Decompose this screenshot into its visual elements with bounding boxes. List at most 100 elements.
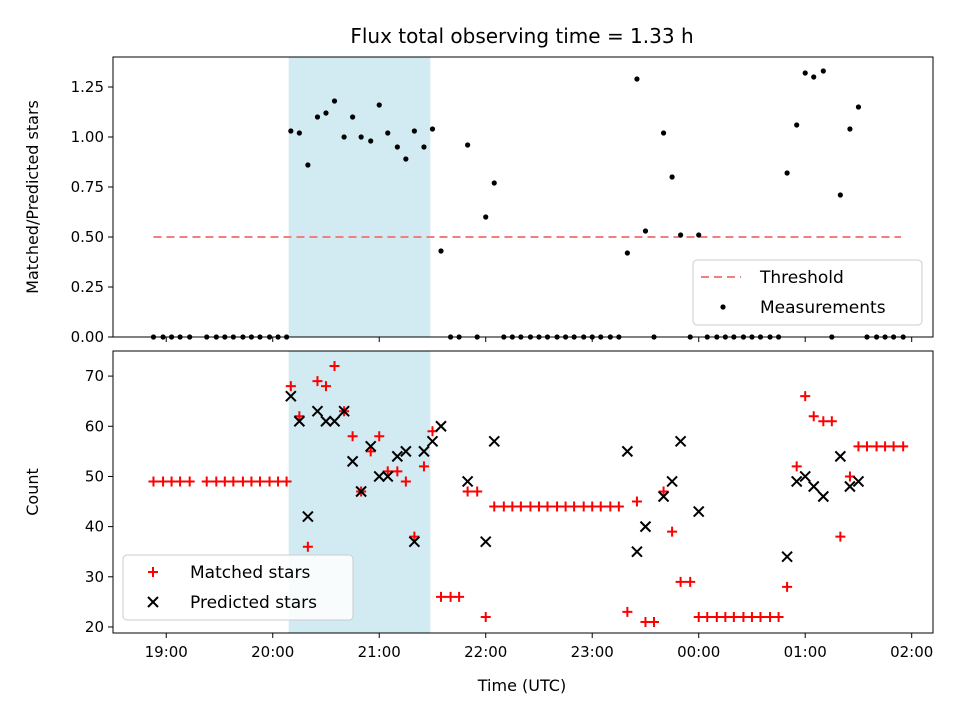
matched-star-point <box>347 431 358 442</box>
legend-box <box>122 554 354 621</box>
predicted-star-point <box>365 440 377 453</box>
matched-star-point <box>595 501 606 512</box>
measurement-point <box>385 130 391 136</box>
matched-star-point <box>835 531 846 542</box>
matched-star-point <box>542 501 553 512</box>
matched-star-point <box>294 411 305 422</box>
predicted-star-point <box>480 535 492 548</box>
predicted-star-point <box>400 445 412 458</box>
matched-star-point <box>765 611 776 622</box>
matched-star-point <box>738 611 749 622</box>
legend-box <box>692 259 923 326</box>
predicted-star-point <box>355 485 367 498</box>
matched-star-point <box>711 611 722 622</box>
y-tick-label: 70 <box>85 367 104 385</box>
matched-star-point <box>320 381 331 392</box>
matched-star-point <box>631 496 642 507</box>
matched-star-point <box>462 486 473 497</box>
axes-frame <box>112 350 934 634</box>
legend: Threshold Measurements <box>692 259 923 326</box>
predicted-star-point <box>382 470 394 483</box>
x-tick-label: 01:00 <box>784 643 827 661</box>
matched-star-point <box>658 486 669 497</box>
x-tick-label: 19:00 <box>145 643 188 661</box>
matched-star-point <box>237 476 248 487</box>
predicted-star-point <box>693 505 705 518</box>
matched-star-point <box>329 361 340 372</box>
matched-star-point <box>254 476 265 487</box>
measurement-point <box>323 110 329 116</box>
predicted-star-point <box>328 415 341 427</box>
measurement-point <box>421 144 427 150</box>
legend-label: Threshold <box>759 268 844 288</box>
predicted-star-point <box>852 475 865 488</box>
matched-star-point <box>826 416 837 427</box>
y-tick-label: 60 <box>85 417 104 435</box>
measurement-point <box>394 144 400 150</box>
matched-star-point <box>515 501 526 512</box>
y-tick-label: 1.00 <box>71 128 104 146</box>
matched-star-point <box>800 391 811 402</box>
measurement-point <box>403 156 409 162</box>
matched-star-point <box>808 411 819 422</box>
chart-title: Flux total observing time = 1.33 h <box>350 24 693 48</box>
matched-star-point <box>578 501 589 512</box>
predicted-star-point <box>844 480 856 493</box>
measurement-point <box>696 232 702 238</box>
measurement-point <box>341 134 347 140</box>
matched-star-point <box>675 576 686 587</box>
predicted-star-point <box>435 420 447 432</box>
matched-star-point <box>228 476 239 487</box>
y-tick-label: 0.25 <box>71 278 104 296</box>
matched-star-point <box>507 501 518 512</box>
matched-star-point <box>489 501 500 512</box>
legend-label: Predicted stars <box>190 593 317 613</box>
matched-star-point <box>409 531 420 542</box>
matched-star-point <box>148 476 159 487</box>
y-tick-label: 1.25 <box>71 78 104 96</box>
x-tick-label: 21:00 <box>358 643 401 661</box>
measurement-point <box>669 174 675 180</box>
measurement-point <box>855 104 862 110</box>
ratio-panel: 0.00 0.25 0.50 0.75 1.00 1.25 Matched/Predicte… <box>23 56 934 346</box>
series-measurements <box>150 68 906 340</box>
matched-star-point <box>702 611 713 622</box>
matched-star-point <box>685 576 696 587</box>
matched-star-point <box>285 381 296 392</box>
matched-star-point <box>613 501 624 512</box>
x-tick-label: 22:00 <box>464 643 507 661</box>
matched-star-point <box>211 476 222 487</box>
matched-star-point <box>720 611 731 622</box>
y-tick-label: 0.00 <box>71 328 104 346</box>
matched-star-point <box>480 611 491 622</box>
predicted-star-point <box>639 520 652 533</box>
series-matched-stars <box>148 361 909 627</box>
y-axis-label: Matched/Predicted stars <box>23 100 42 294</box>
matched-star-point <box>898 441 909 452</box>
matched-star-point <box>587 501 598 512</box>
measurement-point <box>678 232 684 238</box>
y-tick-label: 40 <box>85 518 104 536</box>
y-tick-label: 50 <box>85 467 104 485</box>
matched-star-point <box>782 581 793 592</box>
predicted-star-point <box>408 535 421 548</box>
legend-matched-swatch <box>148 567 158 577</box>
matched-star-point <box>640 616 651 627</box>
measurement-point <box>491 180 497 186</box>
matched-star-point <box>264 476 275 487</box>
matched-star-point <box>622 606 633 617</box>
predicted-star-point <box>311 405 324 417</box>
measurement-point <box>376 102 382 108</box>
matched-star-point <box>382 466 393 477</box>
measurement-point <box>305 162 311 168</box>
predicted-star-point <box>674 435 687 448</box>
measurement-point <box>296 130 302 136</box>
predicted-star-point <box>834 450 847 463</box>
matched-star-point <box>888 441 899 452</box>
measurement-point <box>642 228 649 234</box>
series-predicted-stars <box>285 390 865 563</box>
legend-label: Measurements <box>760 298 886 318</box>
matched-star-point <box>472 486 483 497</box>
legend-measurement-swatch <box>720 304 726 310</box>
